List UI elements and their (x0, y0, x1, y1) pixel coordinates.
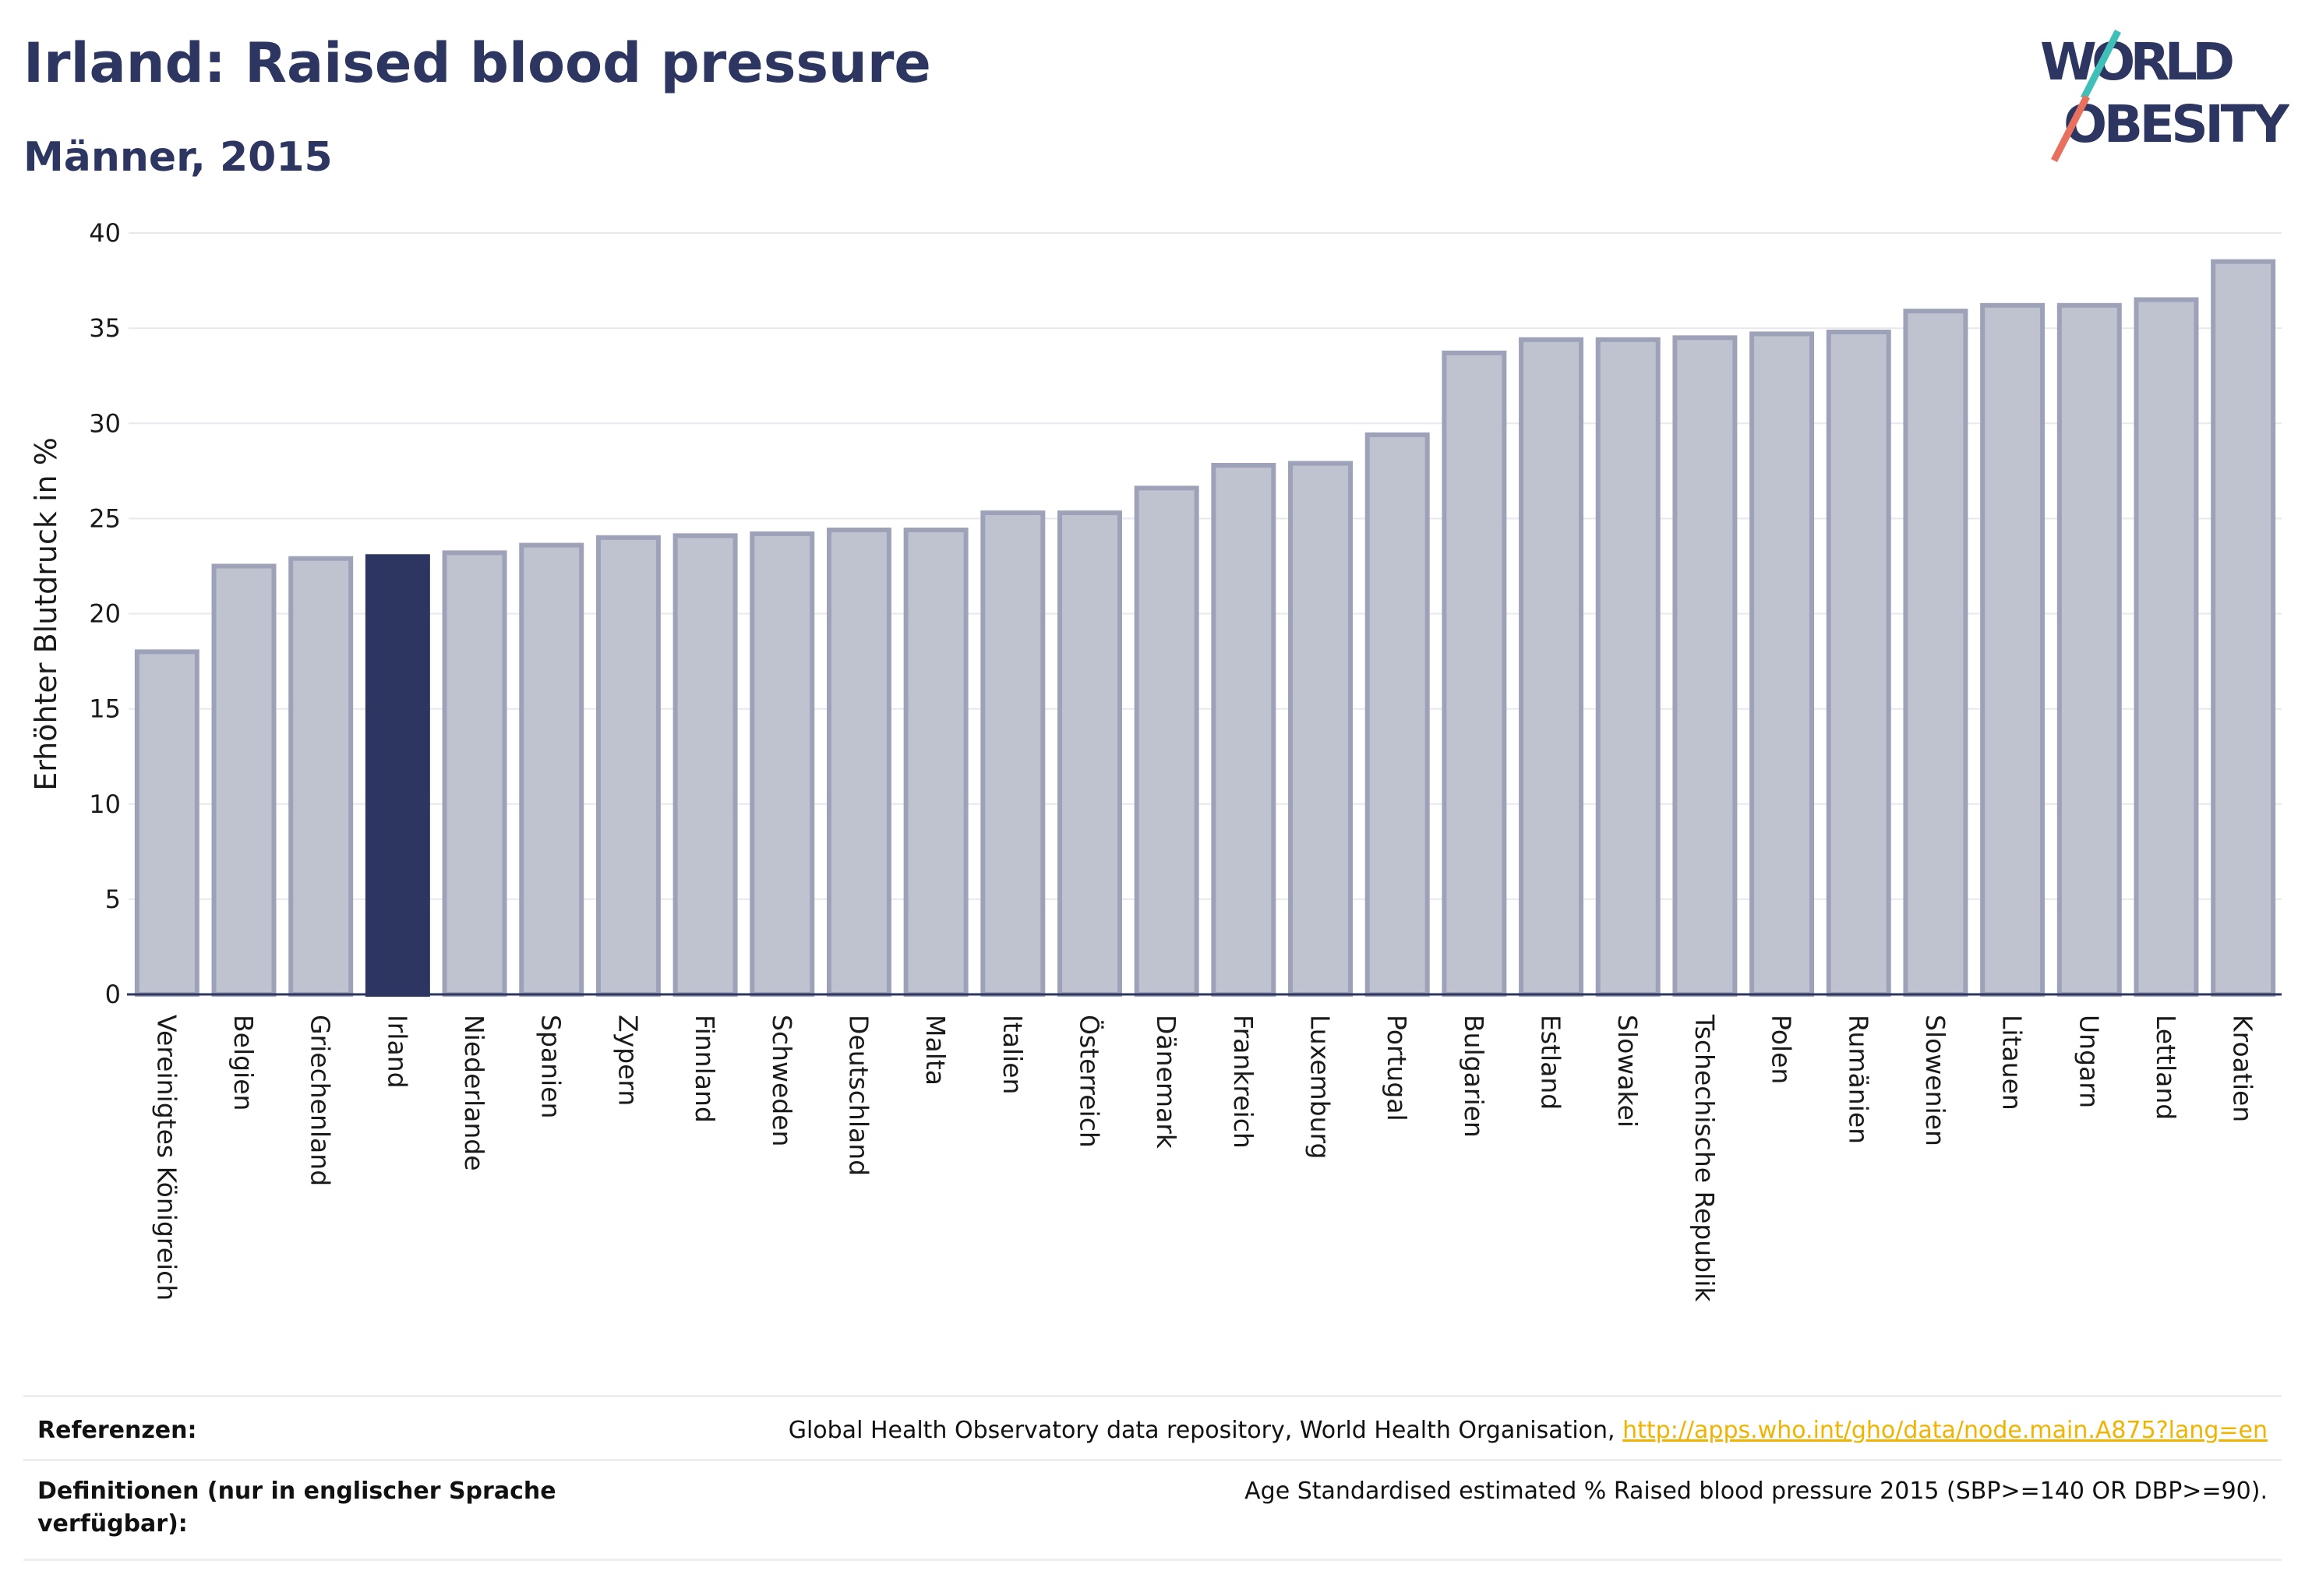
bar-irland[interactable] (365, 554, 430, 997)
x-tick-label: Schweden (767, 1015, 797, 1146)
bar-belgien[interactable] (211, 563, 277, 997)
x-tick-label: Frankreich (1228, 1015, 1258, 1149)
x-tick-label: Spanien (536, 1015, 567, 1118)
bar-vereinigtes-königreich[interactable] (134, 649, 199, 997)
chart-title: Irland: Raised blood pressure (23, 31, 931, 95)
bar-niederlande[interactable] (442, 550, 507, 997)
y-tick-label: 35 (89, 313, 121, 343)
bar-slowenien[interactable] (1903, 309, 1968, 997)
bar-bulgarien[interactable] (1442, 350, 1507, 997)
bar-litauen[interactable] (1980, 302, 2046, 997)
x-tick-label: Ungarn (2074, 1015, 2104, 1108)
bar-deutschland[interactable] (826, 528, 891, 997)
bars (134, 259, 2276, 997)
bar-italien[interactable] (980, 510, 1046, 997)
x-tick-label: Slowenien (1920, 1015, 1950, 1146)
y-tick-label: 0 (105, 980, 121, 1009)
y-tick-label: 5 (105, 885, 121, 914)
chart-subtitle: Männer, 2015 (23, 134, 333, 181)
bar-griechenland[interactable] (288, 556, 354, 997)
x-tick-label: Griechenland (305, 1015, 336, 1186)
bar-rumänien[interactable] (1826, 330, 1891, 997)
bar-estland[interactable] (1519, 337, 1584, 997)
x-tick-label: Deutschland (843, 1015, 874, 1176)
x-tick-label: Tschechische Republik (1689, 1014, 1720, 1302)
references-text: Global Health Observatory data repositor… (788, 1417, 1615, 1444)
bar-finnland[interactable] (672, 533, 738, 997)
references-value: Global Health Observatory data repositor… (789, 1414, 2268, 1447)
svg-text:WORLD: WORLD (2040, 32, 2235, 92)
y-axis-ticks: 0 5 10 15 20 25 30 35 40 (89, 218, 121, 1009)
x-tick-label: Dänemark (1151, 1015, 1181, 1149)
bar-lettland[interactable] (2134, 297, 2199, 997)
bar-ungarn[interactable] (2056, 302, 2122, 997)
svg-text:OBESITY: OBESITY (2063, 94, 2289, 154)
definitions-text: Age Standardised estimated % Raised bloo… (1244, 1478, 2268, 1505)
x-tick-label: Bulgarien (1459, 1015, 1489, 1138)
x-tick-label: Italien (997, 1015, 1028, 1094)
bar-zypern[interactable] (595, 535, 661, 997)
world-obesity-logo: WORLD OBESITY (2040, 29, 2289, 163)
y-tick-label: 20 (89, 599, 121, 629)
x-tick-label: Kroatien (2228, 1015, 2258, 1122)
x-tick-label: Österreich (1074, 1015, 1105, 1148)
references-row: Referenzen: Global Health Observatory da… (23, 1395, 2282, 1461)
bar-chart: 0 5 10 15 20 25 30 35 40 Vereinigtes Königreich B… (29, 218, 2282, 1302)
x-axis-labels: Vereinigtes Königreich Belgien Griechenlan… (151, 1014, 2257, 1302)
y-tick-label: 15 (89, 694, 121, 724)
bar-frankreich[interactable] (1211, 462, 1276, 997)
x-tick-label: Irland (382, 1015, 412, 1089)
references-label: Referenzen: (37, 1417, 197, 1444)
x-tick-label: Belgien (228, 1015, 259, 1110)
bar-österreich[interactable] (1057, 510, 1122, 997)
x-tick-label: Polen (1767, 1015, 1797, 1084)
x-tick-label: Finnland (690, 1015, 720, 1123)
references-link[interactable]: http://apps.who.int/gho/data/node.main.A… (1622, 1417, 2268, 1444)
x-tick-label: Vereinigtes Königreich (151, 1015, 182, 1301)
bar-malta[interactable] (903, 528, 969, 997)
y-tick-label: 30 (89, 408, 121, 438)
y-tick-label: 40 (89, 218, 121, 248)
x-tick-label: Rumänien (1843, 1015, 1873, 1144)
x-tick-label: Lettland (2151, 1015, 2181, 1120)
bar-tschechische-republik[interactable] (1672, 335, 1738, 997)
bar-slowakei[interactable] (1595, 337, 1661, 997)
bar-dänemark[interactable] (1134, 486, 1199, 997)
x-tick-label: Estland (1536, 1015, 1566, 1110)
bar-schweden[interactable] (750, 531, 815, 997)
bar-polen[interactable] (1749, 331, 1815, 997)
x-tick-label: Niederlande (459, 1015, 489, 1171)
y-axis-label: Erhöhter Blutdruck in % (29, 437, 63, 791)
bar-spanien[interactable] (519, 542, 584, 997)
references-table: Referenzen: Global Health Observatory da… (23, 1395, 2282, 1561)
x-tick-label: Luxemburg (1305, 1015, 1336, 1159)
x-tick-label: Slowakei (1612, 1015, 1643, 1128)
bar-luxemburg[interactable] (1288, 461, 1354, 997)
bar-kroatien[interactable] (2211, 259, 2276, 997)
y-tick-label: 10 (89, 789, 121, 819)
definitions-label: Definitionen (nur in englischer Sprache … (37, 1478, 556, 1538)
x-tick-label: Litauen (1997, 1015, 2028, 1110)
bar-portugal[interactable] (1364, 432, 1430, 997)
definitions-row: Definitionen (nur in englischer Sprache … (23, 1459, 2282, 1561)
x-tick-label: Zypern (612, 1015, 643, 1106)
x-tick-label: Portugal (1382, 1015, 1412, 1121)
y-tick-label: 25 (89, 503, 121, 533)
x-tick-label: Malta (920, 1015, 951, 1086)
